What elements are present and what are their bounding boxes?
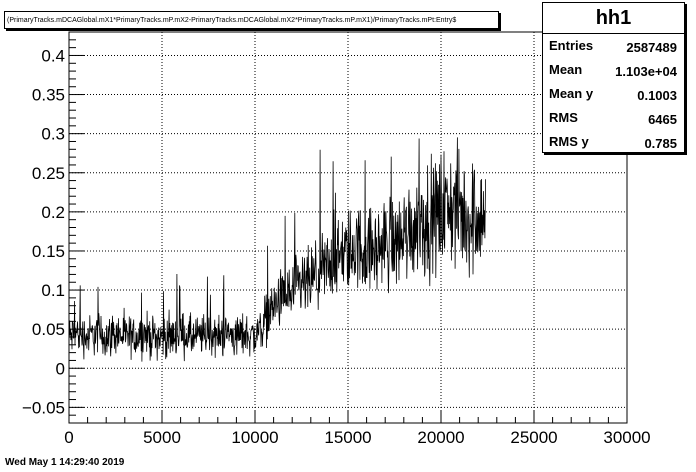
stats-value: 0.1003 — [637, 88, 677, 103]
stats-value: 1.103e+04 — [615, 64, 677, 79]
y-tick-label: 0.05 — [32, 320, 65, 339]
stats-label: Mean y — [549, 86, 594, 101]
stats-value: 0.785 — [644, 136, 677, 151]
y-tick-label: 0.25 — [32, 164, 65, 183]
y-tick-label: 0.2 — [41, 203, 65, 222]
y-tick-label: 0.35 — [32, 86, 65, 105]
x-tick-label: 15000 — [324, 428, 371, 447]
stats-row-mean-y: Mean y 0.1003 — [543, 82, 684, 106]
x-tick-label: 5000 — [143, 428, 181, 447]
histogram-title: (PrimaryTracks.mDCAGlobal.mX1*PrimaryTra… — [4, 11, 499, 29]
x-tick-label: 20000 — [417, 428, 464, 447]
data-trace — [68, 137, 486, 362]
stats-value: 6465 — [648, 112, 677, 127]
stats-row-rms: RMS 6465 — [543, 106, 684, 130]
stats-name: hh1 — [543, 3, 684, 34]
x-tick-label: 10000 — [231, 428, 278, 447]
stats-row-rms-y: RMS y 0.785 — [543, 130, 684, 154]
y-tick-label: −0.05 — [22, 398, 65, 417]
x-axis: 0 5000 10000 15000 20000 25000 30000 — [64, 411, 651, 447]
stats-row-entries: Entries 2587489 — [543, 34, 684, 58]
stats-label: RMS — [549, 110, 578, 125]
stats-value: 2587489 — [626, 40, 677, 55]
x-tick-label: 0 — [64, 428, 73, 447]
stats-box: hh1 Entries 2587489 Mean 1.103e+04 Mean … — [542, 2, 685, 153]
y-tick-label: 0.3 — [41, 125, 65, 144]
stats-row-mean: Mean 1.103e+04 — [543, 58, 684, 82]
y-tick-label: 0.15 — [32, 242, 65, 261]
x-tick-label: 30000 — [603, 428, 650, 447]
series-line — [68, 137, 486, 362]
y-axis: −0.05 0 0.05 0.1 0.15 0.2 0.25 0.3 0.35 0.4 — [22, 39, 84, 417]
x-tick-label: 25000 — [510, 428, 557, 447]
y-tick-label: 0.4 — [41, 46, 65, 65]
stats-label: Mean — [549, 62, 583, 77]
timestamp-footer: Wed May 1 14:29:40 2019 — [5, 457, 125, 468]
y-tick-label: 0 — [56, 359, 65, 378]
stats-label: Entries — [549, 38, 594, 53]
stats-label: RMS y — [549, 134, 589, 149]
y-tick-label: 0.1 — [41, 281, 65, 300]
